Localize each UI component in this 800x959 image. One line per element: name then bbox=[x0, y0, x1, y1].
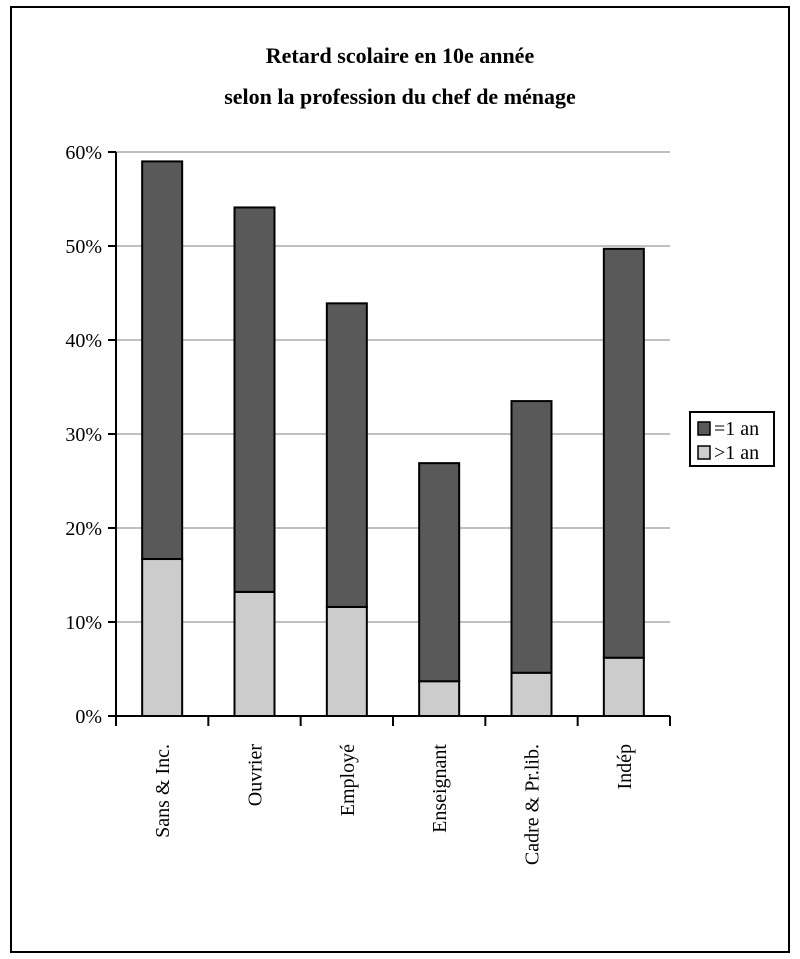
legend-swatch-1 bbox=[697, 445, 711, 460]
bar-eq1-1 bbox=[233, 206, 276, 593]
legend-label-1: >1 an bbox=[714, 442, 759, 464]
chart-title-line-1: Retard scolaire en 10e année bbox=[266, 43, 535, 68]
bar-eq1-3 bbox=[418, 462, 461, 683]
bar-gt1-3 bbox=[418, 680, 461, 717]
x-category-label-4: Cadre & Pr.lib. bbox=[522, 744, 544, 865]
chart-title-line-2: selon la profession du chef de ménage bbox=[224, 84, 576, 109]
bar-gt1-4 bbox=[510, 671, 553, 718]
bar-eq1-4 bbox=[510, 400, 553, 674]
bars bbox=[141, 160, 645, 718]
gridlines bbox=[116, 151, 670, 623]
x-category-label-0: Sans & Inc. bbox=[152, 744, 174, 838]
y-tick-label-6: 60% bbox=[65, 142, 102, 164]
bar-eq1-5 bbox=[602, 247, 645, 659]
y-tick-label-5: 50% bbox=[65, 236, 102, 258]
bar-gt1-2 bbox=[325, 605, 368, 718]
axes: 0% 10% 20% 30% 40% 50% 60% Sans & Inc. Ouvrier Em… bbox=[65, 142, 671, 865]
x-category-label-2: Employé bbox=[337, 744, 359, 816]
y-tick-label-2: 20% bbox=[65, 518, 102, 540]
bar-eq1-0 bbox=[141, 160, 184, 561]
y-tick-label-1: 10% bbox=[65, 612, 102, 634]
chart-frame bbox=[10, 6, 790, 953]
legend-box bbox=[689, 411, 775, 467]
chart-title: Retard scolaire en 10e année selon la pr… bbox=[224, 43, 576, 109]
y-tick-label-0: 0% bbox=[75, 706, 102, 728]
y-tick-label-4: 40% bbox=[65, 330, 102, 352]
bar-gt1-1 bbox=[233, 590, 276, 717]
x-category-label-5: Indép bbox=[614, 744, 636, 790]
legend: =1 an>1 an bbox=[689, 411, 775, 467]
bar-gt1-5 bbox=[602, 656, 645, 717]
x-category-label-1: Ouvrier bbox=[245, 744, 267, 807]
bar-gt1-0 bbox=[141, 558, 184, 718]
legend-label-0: =1 an bbox=[714, 418, 759, 440]
legend-swatch-0 bbox=[697, 421, 711, 436]
x-category-label-3: Enseignant bbox=[429, 744, 451, 833]
y-tick-label-3: 30% bbox=[65, 424, 102, 446]
bar-eq1-2 bbox=[325, 302, 368, 608]
